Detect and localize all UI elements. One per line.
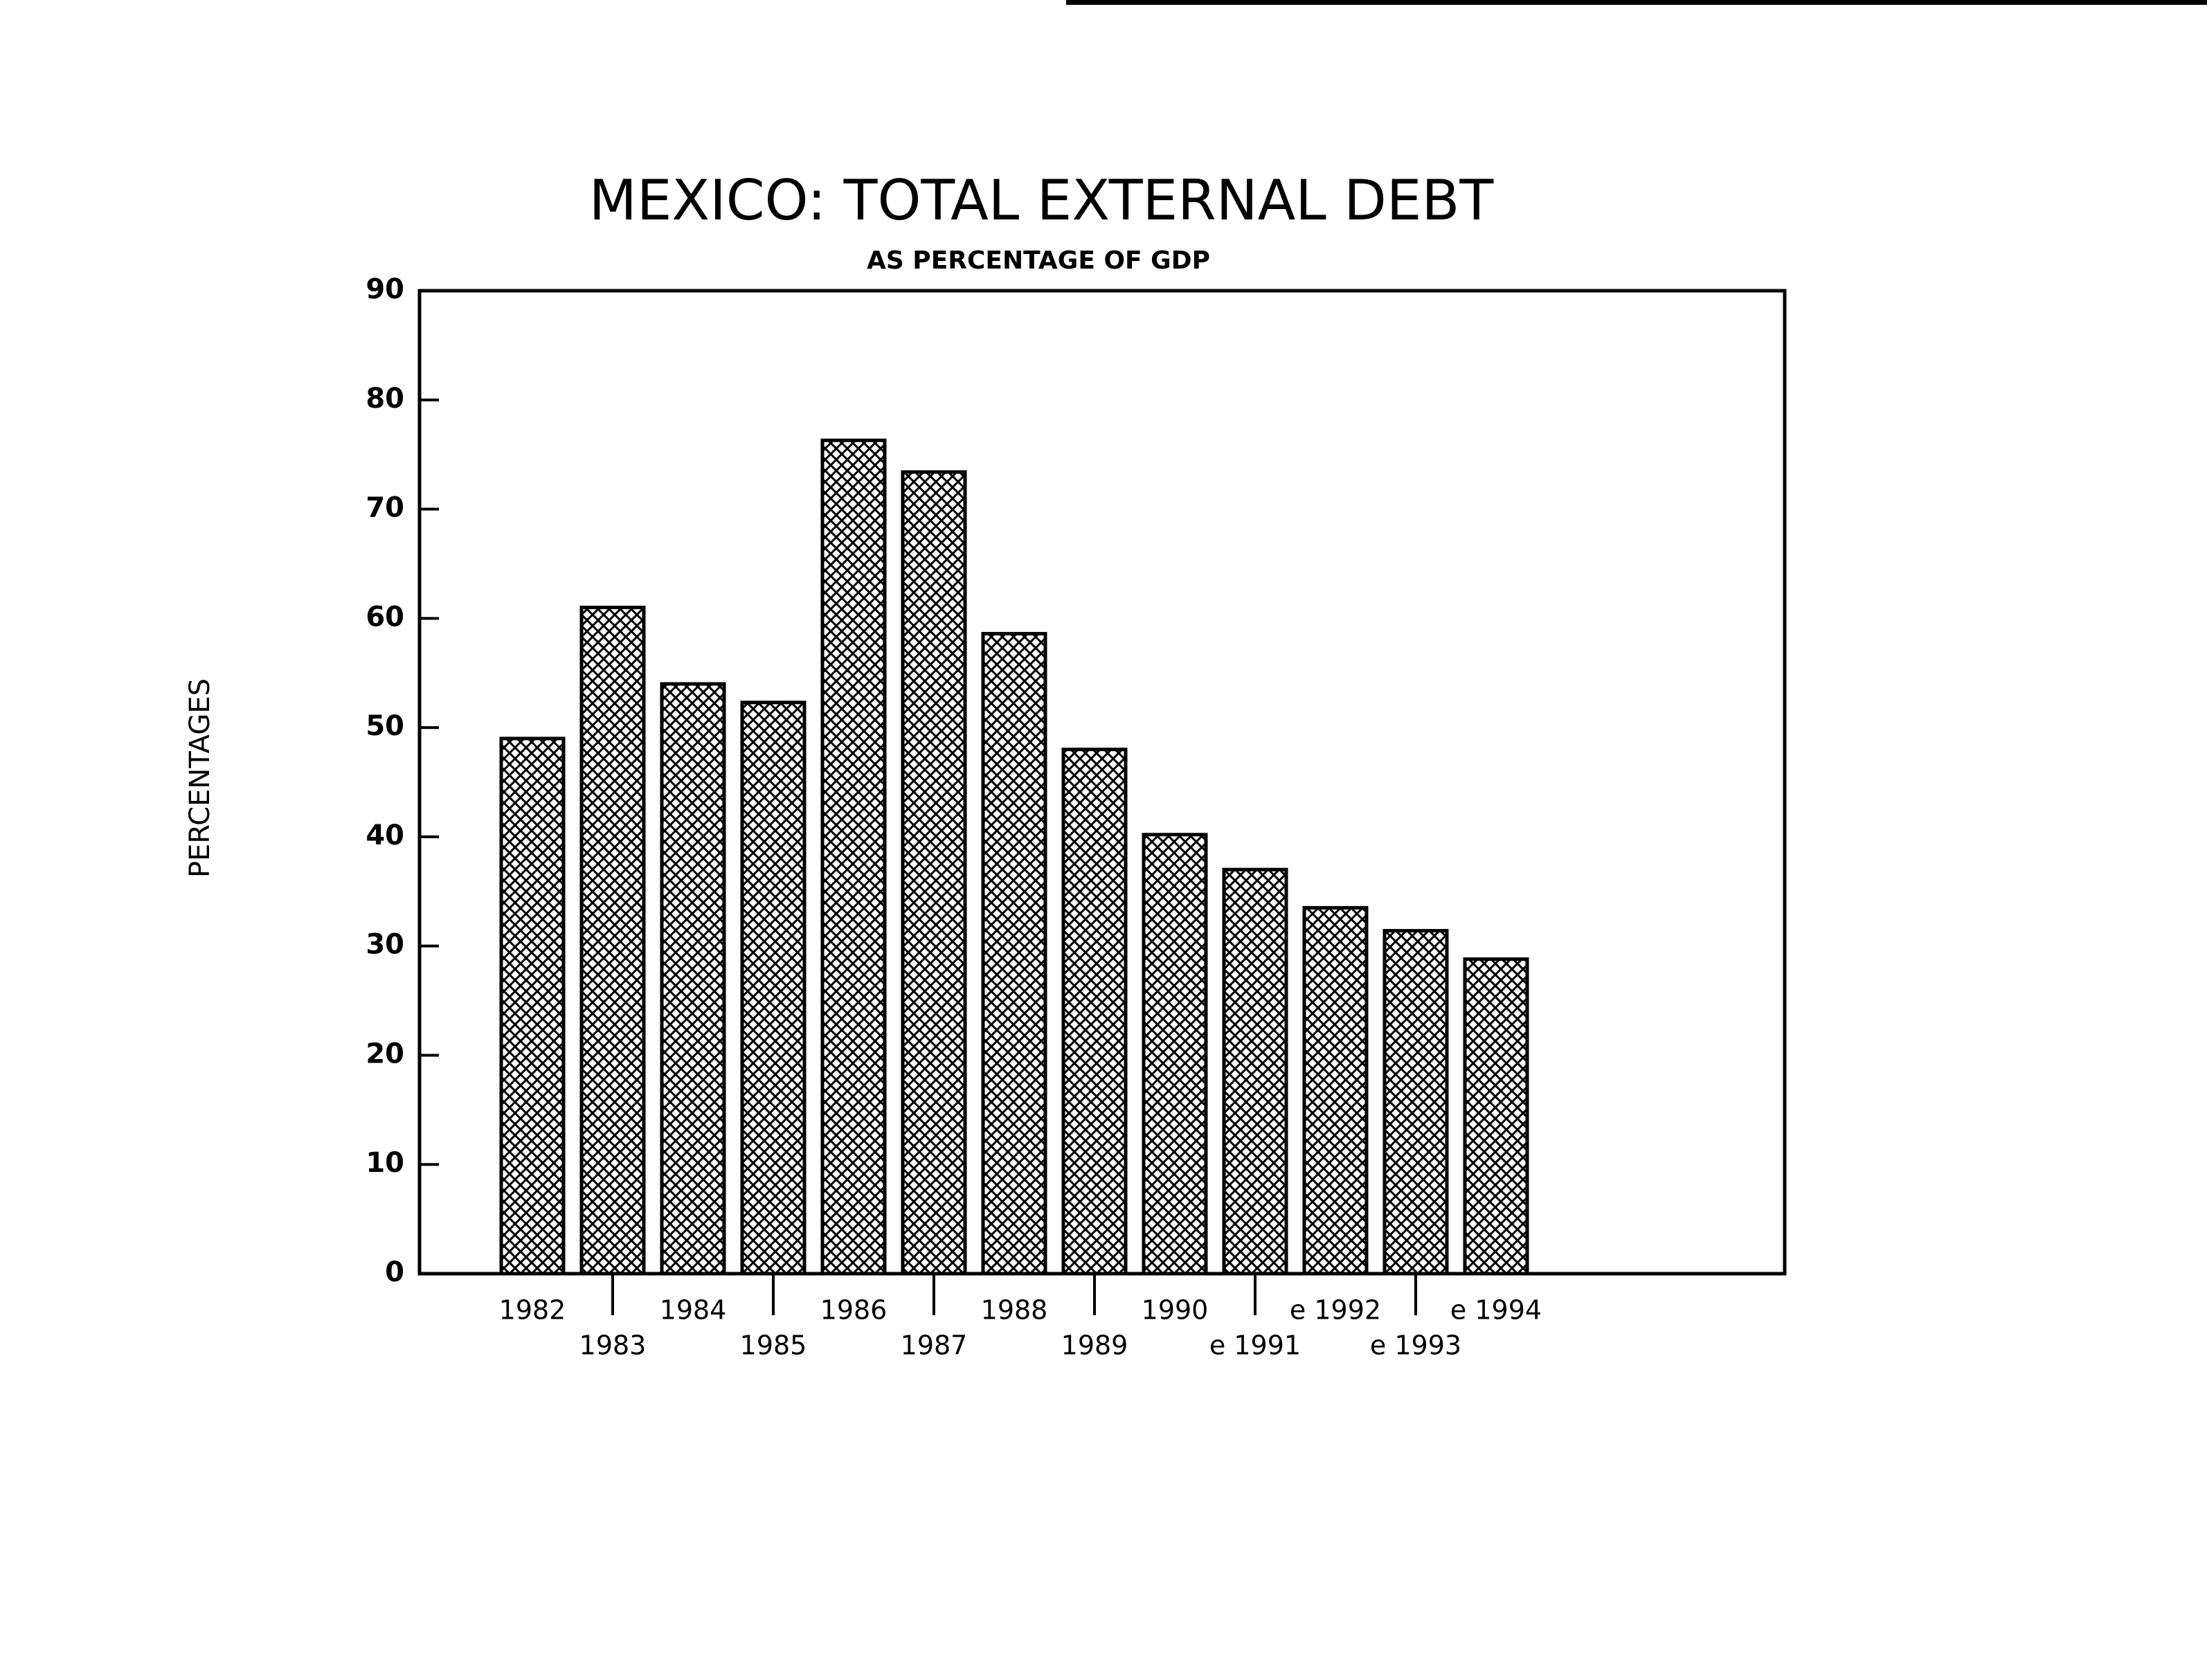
- x-tick-label: 1989: [1061, 1330, 1128, 1361]
- bar: [499, 737, 566, 1276]
- y-tick-label: 10: [366, 1147, 404, 1179]
- x-tick-label: 1987: [901, 1330, 968, 1361]
- chart-subtitle: AS PERCENTAGE OF GDP: [867, 246, 1210, 275]
- y-tick-label: 50: [366, 710, 404, 742]
- bar: [740, 701, 807, 1276]
- y-axis-title: PERCENTAGES: [184, 678, 216, 878]
- bar: [1142, 833, 1208, 1276]
- x-tick-label: 1985: [740, 1330, 807, 1361]
- y-tick-label: 0: [385, 1256, 404, 1288]
- y-tick-label: 60: [366, 601, 404, 633]
- bar: [1222, 867, 1288, 1276]
- y-tick-label: 70: [366, 492, 404, 524]
- bar: [1463, 957, 1529, 1276]
- chart-title: MEXICO: TOTAL EXTERNAL DEBT: [589, 168, 1495, 233]
- y-tick-label: 20: [366, 1038, 404, 1069]
- bar: [1061, 748, 1128, 1276]
- y-tick-label: 30: [366, 929, 404, 961]
- x-tick-label: 1986: [820, 1295, 888, 1326]
- bar: [820, 438, 887, 1276]
- bar: [1302, 905, 1369, 1276]
- x-tick-label: e 1993: [1370, 1330, 1461, 1361]
- x-tick-label: e 1994: [1450, 1295, 1542, 1326]
- x-tick-label: 1984: [660, 1295, 727, 1326]
- bar: [1382, 929, 1449, 1276]
- bar: [901, 470, 967, 1276]
- x-tick-label: e 1992: [1290, 1295, 1381, 1326]
- x-tick-label: e 1991: [1209, 1330, 1301, 1361]
- bar: [579, 606, 646, 1276]
- x-tick-label: 1988: [981, 1295, 1048, 1326]
- x-tick-label: 1983: [579, 1330, 647, 1361]
- x-tick-label: 1990: [1142, 1295, 1209, 1326]
- x-tick-label: 1982: [499, 1295, 566, 1326]
- bar: [660, 682, 726, 1276]
- bar: [981, 631, 1047, 1276]
- y-tick-label: 40: [366, 820, 404, 851]
- y-tick-label: 80: [366, 383, 404, 415]
- y-tick-label: 90: [366, 273, 404, 305]
